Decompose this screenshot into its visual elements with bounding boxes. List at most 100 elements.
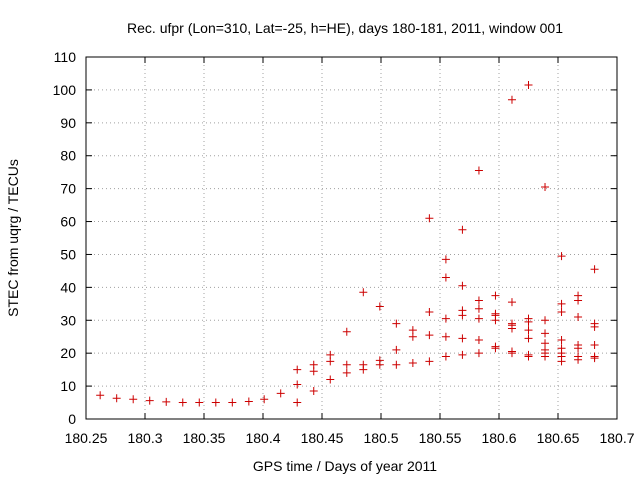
data-point <box>392 319 401 328</box>
y-axis-title: STEC from uqrg / TECUs <box>5 159 21 317</box>
data-point <box>557 344 566 353</box>
data-point <box>458 281 467 290</box>
x-tick-label: 180.3 <box>127 430 162 446</box>
data-point <box>557 308 566 317</box>
x-tick-label: 180.65 <box>537 430 580 446</box>
data-point <box>408 326 417 335</box>
data-point <box>574 340 583 349</box>
x-tick-label: 180.45 <box>301 430 344 446</box>
data-point <box>129 395 138 404</box>
x-tick-label: 180.5 <box>363 430 398 446</box>
x-tick-label: 180.4 <box>245 430 280 446</box>
data-point <box>524 350 533 359</box>
grid-lines <box>86 57 617 419</box>
axis-ticks <box>85 56 618 420</box>
data-point <box>491 309 500 318</box>
data-point <box>392 360 401 369</box>
data-point <box>474 349 483 358</box>
data-point <box>458 306 467 315</box>
data-point <box>96 391 105 400</box>
data-point <box>557 252 566 261</box>
data-point <box>276 389 285 398</box>
data-point <box>541 339 550 348</box>
data-point <box>507 95 516 104</box>
data-point <box>474 166 483 175</box>
data-point <box>425 331 434 340</box>
data-point <box>145 396 154 405</box>
y-tick-label: 40 <box>60 279 76 295</box>
data-point <box>112 394 121 403</box>
data-point <box>195 398 204 407</box>
data-point <box>491 342 500 351</box>
data-point <box>574 291 583 300</box>
data-point <box>574 352 583 361</box>
y-tick-label: 20 <box>60 345 76 361</box>
data-point <box>524 80 533 89</box>
data-point <box>441 352 450 361</box>
y-tick-label: 80 <box>60 148 76 164</box>
data-point <box>326 350 335 359</box>
data-point <box>441 255 450 264</box>
data-point <box>590 352 599 361</box>
data-point <box>425 308 434 317</box>
data-point <box>524 326 533 335</box>
y-tick-label: 70 <box>60 181 76 197</box>
data-point <box>293 365 302 374</box>
data-point <box>293 380 302 389</box>
data-point <box>309 387 318 396</box>
data-point <box>244 397 253 406</box>
x-tick-label: 180.6 <box>481 430 516 446</box>
y-tick-label: 10 <box>60 378 76 394</box>
data-point <box>557 299 566 308</box>
data-point <box>507 298 516 307</box>
data-point <box>574 312 583 321</box>
data-point <box>541 329 550 338</box>
data-point <box>293 398 302 407</box>
data-point <box>309 360 318 369</box>
data-point <box>524 314 533 323</box>
y-tick-label: 60 <box>60 214 76 230</box>
y-tick-label: 100 <box>53 82 77 98</box>
y-tick-label: 0 <box>68 411 76 427</box>
data-point <box>441 273 450 282</box>
data-point <box>162 397 171 406</box>
data-point <box>541 316 550 325</box>
data-point <box>507 347 516 356</box>
data-point <box>425 214 434 223</box>
y-tick-label: 30 <box>60 312 76 328</box>
x-tick-label: 180.7 <box>599 430 634 446</box>
data-point <box>557 336 566 345</box>
data-point <box>375 356 384 365</box>
data-point <box>342 327 351 336</box>
data-point <box>491 291 500 300</box>
data-point <box>441 332 450 341</box>
data-point <box>590 265 599 274</box>
x-tick-label: 180.25 <box>65 430 108 446</box>
data-point <box>342 368 351 377</box>
y-axis-tick-labels: 0 10 20 30 40 50 60 70 80 90 100 110 <box>53 49 77 427</box>
data-point <box>425 357 434 366</box>
y-tick-label: 50 <box>60 246 76 262</box>
data-point <box>590 319 599 328</box>
data-point <box>375 302 384 311</box>
data-point <box>458 225 467 234</box>
y-tick-label: 90 <box>60 115 76 131</box>
data-point <box>260 395 269 404</box>
x-axis-title: GPS time / Days of year 2011 <box>253 458 437 474</box>
data-point <box>458 350 467 359</box>
data-point <box>178 398 187 407</box>
data-point <box>326 375 335 384</box>
data-point <box>524 334 533 343</box>
data-point <box>541 182 550 191</box>
data-point <box>359 288 368 297</box>
data-point <box>474 336 483 345</box>
data-point <box>408 359 417 368</box>
x-axis-tick-labels: 180.25 180.3 180.35 180.4 180.45 180.5 180.55 1… <box>65 430 635 446</box>
data-point <box>590 340 599 349</box>
data-point <box>507 319 516 328</box>
plot-area-border <box>85 56 618 420</box>
data-point <box>228 398 237 407</box>
data-point <box>474 296 483 305</box>
data-point <box>474 304 483 313</box>
